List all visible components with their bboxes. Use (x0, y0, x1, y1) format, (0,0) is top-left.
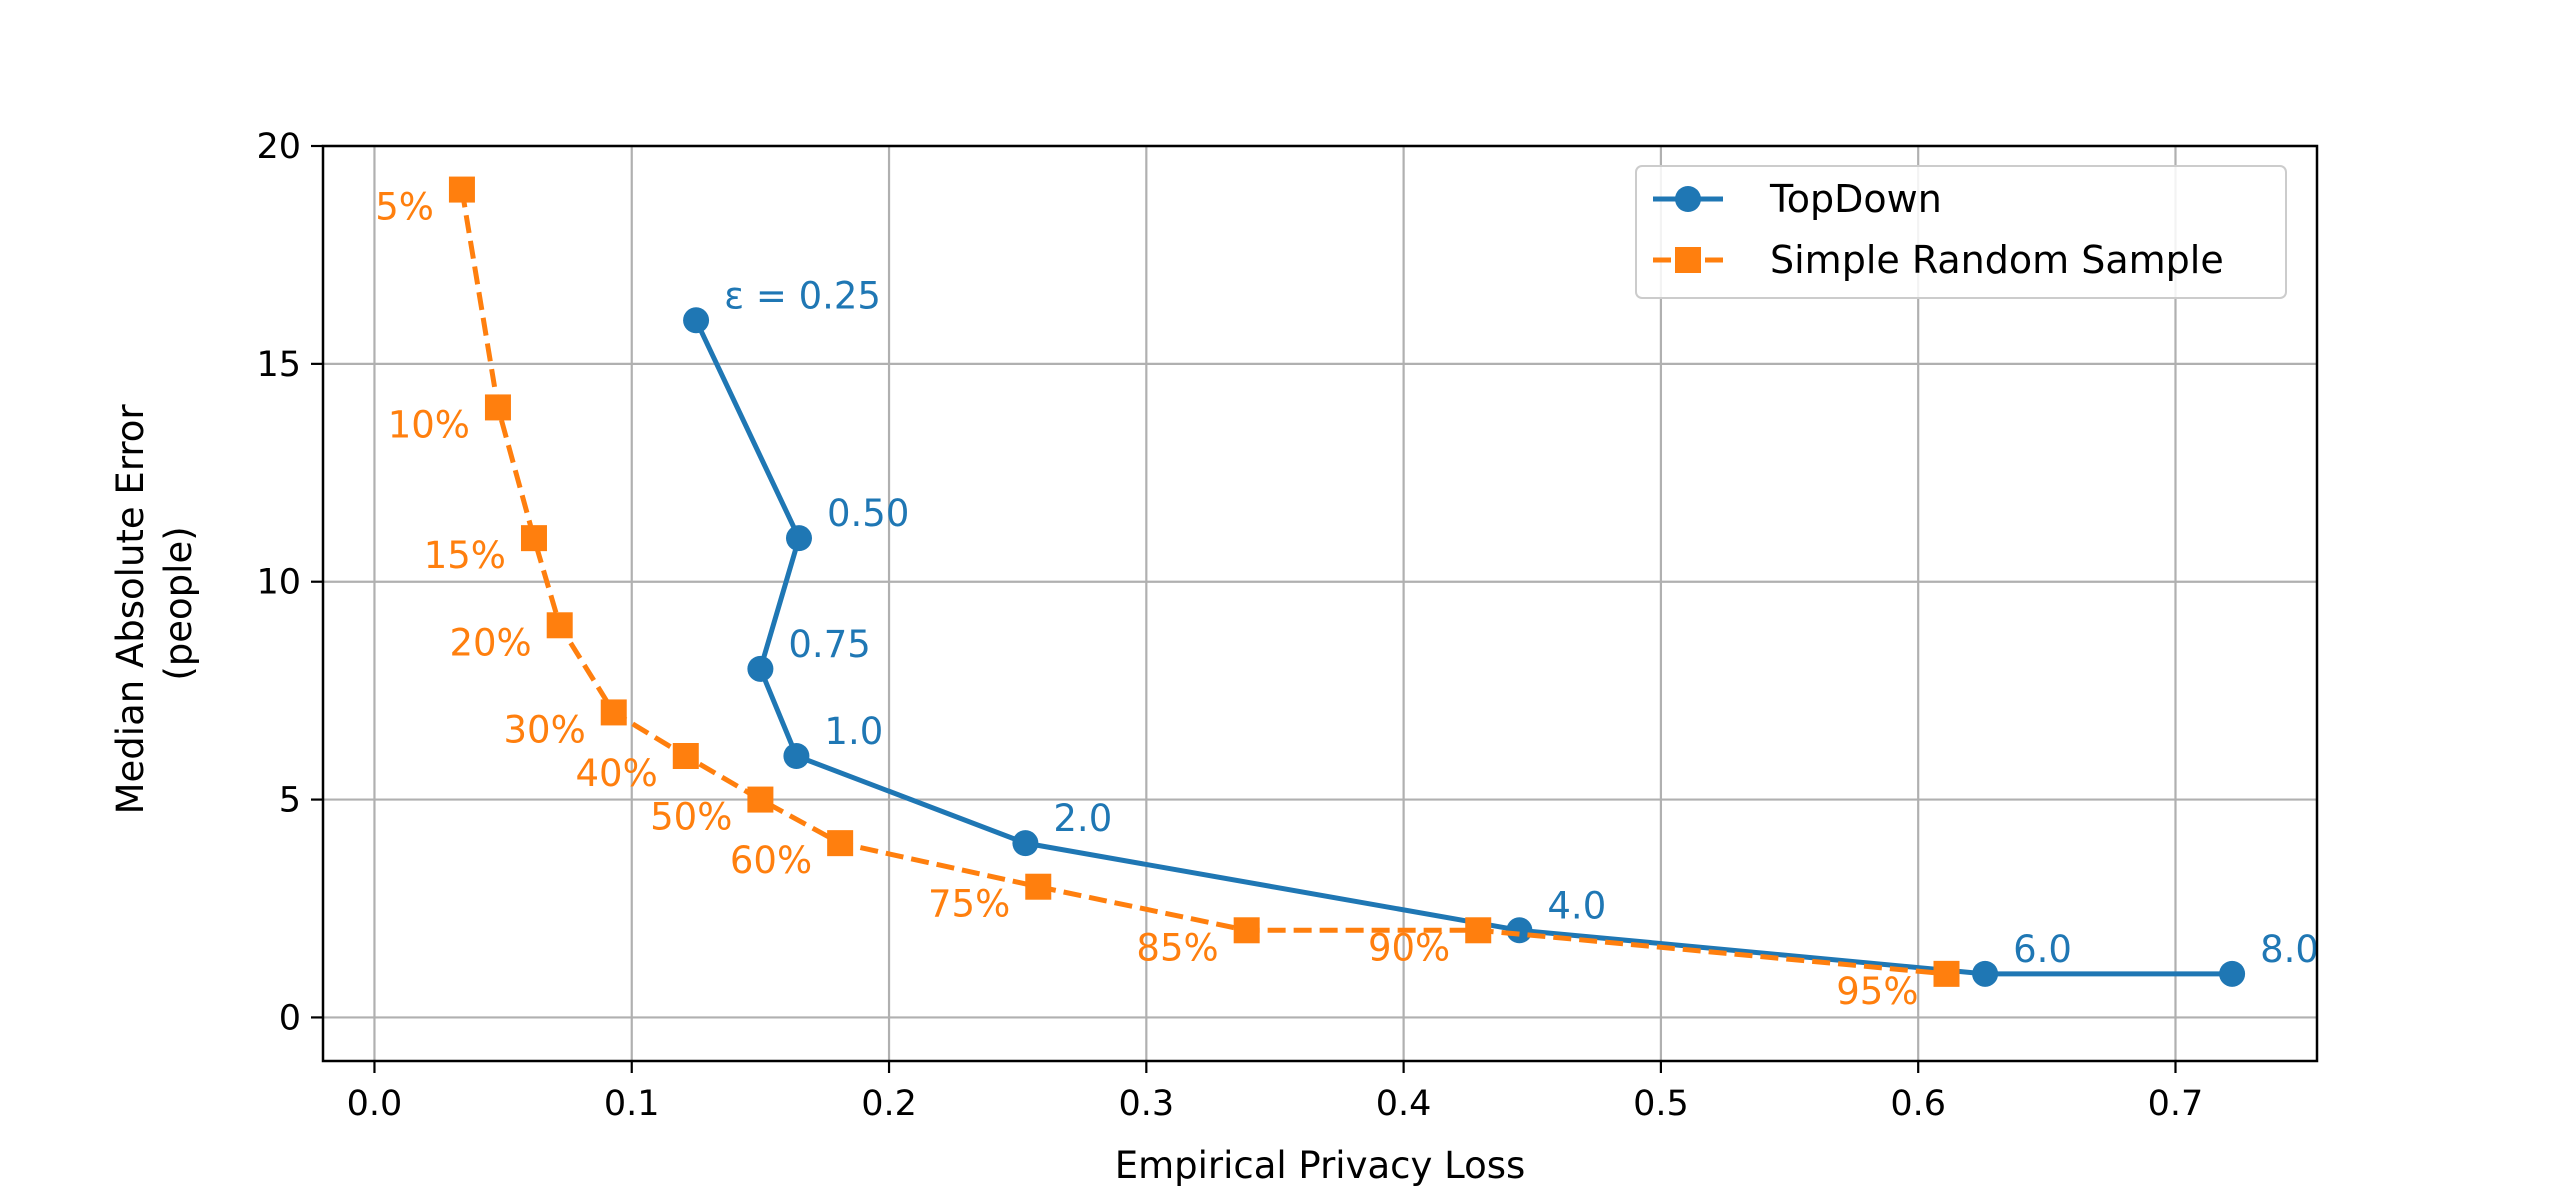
data-point (1465, 917, 1492, 944)
legend-marker (1675, 247, 1701, 273)
data-label: 5% (375, 186, 434, 229)
y-axis-label-line-2: (people) (157, 526, 200, 680)
data-label: 85% (1136, 926, 1218, 969)
y-axis-label: Median Absolute Error (people) (109, 393, 200, 815)
x-tick-label: 0.0 (347, 1084, 403, 1124)
data-point (600, 699, 627, 726)
x-tick-label: 0.4 (1376, 1084, 1432, 1124)
legend-entry: TopDown (1653, 177, 1942, 221)
data-label: 1.0 (824, 710, 883, 753)
legend: TopDown Simple Random Sample (1635, 165, 2287, 299)
plot-frame (321, 144, 2319, 1063)
data-label: 10% (388, 403, 470, 446)
y-axis-label-line-1: Median Absolute Error (109, 404, 152, 815)
data-point (1933, 960, 1960, 987)
axes: 0.0 0.1 0.2 0.3 0.4 0.5 0.6 0.7 0 5 10 15 20 (256, 127, 2203, 1124)
data-label: 8.0 (2260, 928, 2319, 971)
data-label: 90% (1368, 926, 1450, 969)
y-tick-label: 15 (256, 345, 301, 385)
data-point (683, 307, 710, 334)
legend-label: Simple Random Sample (1770, 238, 2224, 282)
data-point (1012, 830, 1039, 857)
data-point (520, 525, 547, 552)
series-simple-random-sample: 5% 10% 15% 20% 30%40%50%60% 75% 85% 90% 95% (375, 176, 1960, 1013)
data-point (747, 655, 774, 682)
data-point (827, 830, 854, 857)
data-point (1233, 917, 1260, 944)
y-tick-label: 20 (256, 127, 301, 167)
data-point (484, 394, 511, 421)
x-tick-label: 0.1 (604, 1084, 660, 1124)
data-point (2219, 960, 2246, 987)
data-point (672, 743, 699, 769)
series-line (459, 189, 1947, 977)
data-point (1972, 960, 1999, 987)
data-label: 60% (730, 839, 812, 882)
series-line (693, 319, 2233, 977)
x-tick-label: 0.6 (1890, 1084, 1946, 1124)
data-label: 0.75 (788, 623, 870, 666)
plot-series: ε = 0.25 0.50 0.75 1.0 2.0 4.0 6.0 8.0 5% 10% 15% 2… (375, 176, 2319, 1013)
x-tick-label: 0.5 (1633, 1084, 1689, 1124)
data-point (448, 176, 475, 203)
series-topdown: ε = 0.25 0.50 0.75 1.0 2.0 4.0 6.0 8.0 (683, 274, 2319, 987)
y-tick-label: 0 (279, 998, 301, 1038)
data-point (785, 525, 812, 552)
data-label: 0.50 (827, 492, 909, 535)
legend-entry: Simple Random Sample (1653, 238, 2224, 282)
data-point (747, 786, 774, 813)
data-label: 95% (1836, 970, 1918, 1013)
legend-box (1635, 165, 2287, 299)
data-label: 4.0 (1547, 884, 1606, 927)
x-tick-label: 0.3 (1118, 1084, 1174, 1124)
data-label: 15% (424, 534, 506, 577)
data-label: 6.0 (2013, 928, 2072, 971)
data-label: 2.0 (1053, 797, 1112, 840)
x-tick-label: 0.2 (861, 1084, 917, 1124)
data-label: 20% (449, 621, 531, 664)
x-axis-label: Empirical Privacy Loss (1115, 1144, 1526, 1187)
y-tick-label: 5 (279, 781, 301, 821)
data-label: ε = 0.25 (724, 274, 881, 317)
legend-label: TopDown (1769, 177, 1942, 221)
data-label: 30% (503, 708, 585, 751)
data-label: 40% (576, 752, 658, 795)
y-tick-label: 10 (256, 563, 301, 603)
data-point (1506, 917, 1533, 944)
data-point (1025, 873, 1052, 900)
legend-marker (1675, 186, 1701, 212)
data-label: 75% (928, 883, 1010, 926)
data-point (783, 743, 810, 769)
data-label: 50% (650, 796, 732, 839)
data-point (546, 612, 573, 639)
x-tick-label: 0.7 (2148, 1084, 2204, 1124)
